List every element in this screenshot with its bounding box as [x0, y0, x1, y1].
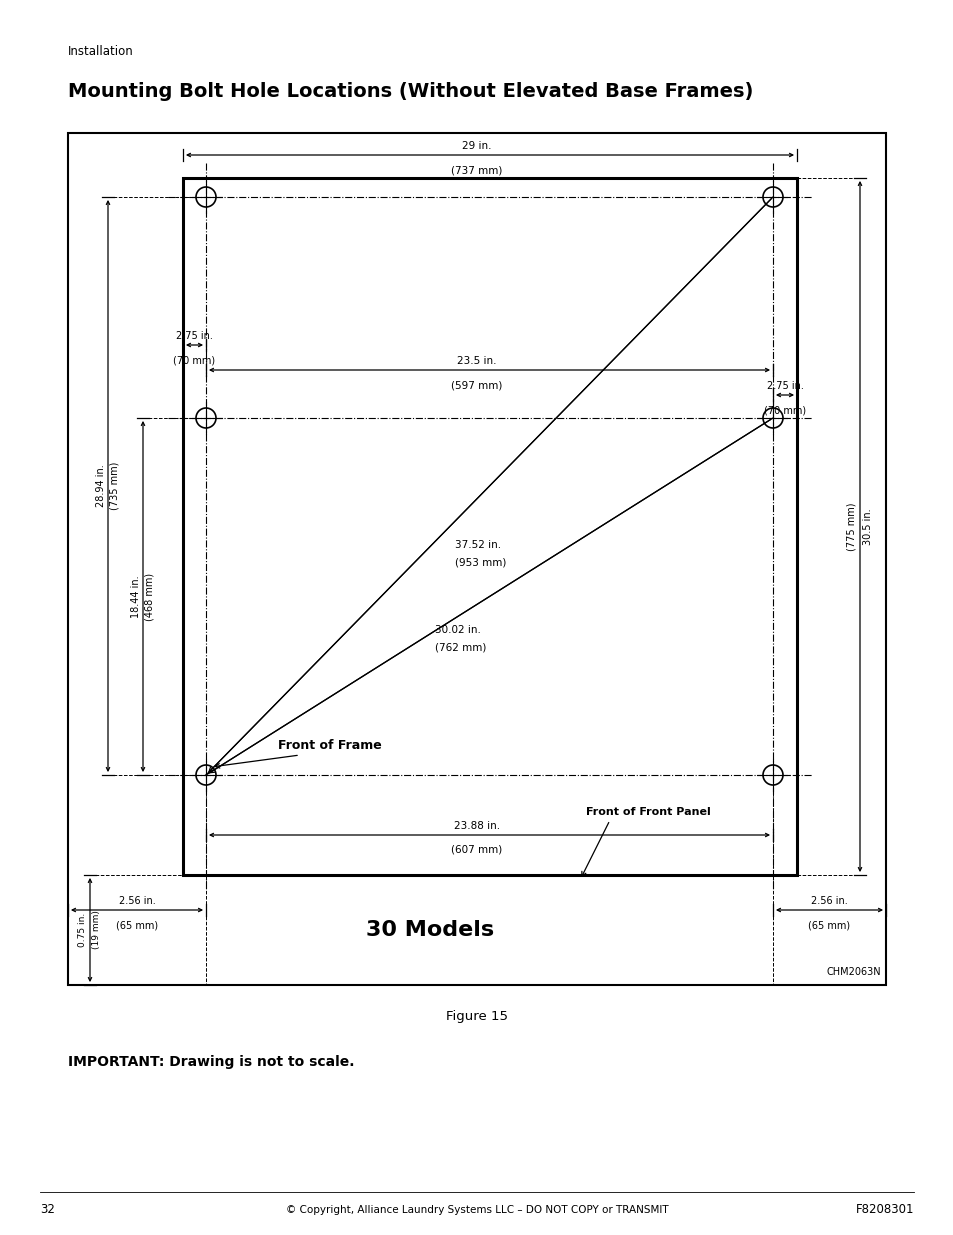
Text: 30 Models: 30 Models — [366, 920, 494, 940]
Text: IMPORTANT: Drawing is not to scale.: IMPORTANT: Drawing is not to scale. — [68, 1055, 355, 1070]
Text: (953 mm): (953 mm) — [455, 557, 506, 567]
Text: F8208301: F8208301 — [855, 1203, 913, 1216]
Text: 37.52 in.: 37.52 in. — [455, 540, 500, 550]
Text: 23.88 in.: 23.88 in. — [454, 821, 499, 831]
Text: 2.56 in.: 2.56 in. — [118, 897, 155, 906]
Text: Mounting Bolt Hole Locations (Without Elevated Base Frames): Mounting Bolt Hole Locations (Without El… — [68, 82, 753, 101]
Text: 28.94 in.: 28.94 in. — [96, 464, 106, 508]
Text: (762 mm): (762 mm) — [435, 642, 486, 652]
Text: (65 mm): (65 mm) — [807, 920, 850, 930]
Text: Figure 15: Figure 15 — [446, 1010, 507, 1023]
Bar — [183, 178, 796, 876]
Text: 2.56 in.: 2.56 in. — [810, 897, 847, 906]
Text: 29 in.: 29 in. — [462, 141, 491, 151]
Text: (70 mm): (70 mm) — [173, 354, 215, 366]
Text: Front of Frame: Front of Frame — [278, 739, 381, 752]
Text: 2.75 in.: 2.75 in. — [766, 382, 802, 391]
Text: (65 mm): (65 mm) — [116, 920, 158, 930]
Text: Installation: Installation — [68, 44, 133, 58]
Text: 30.02 in.: 30.02 in. — [435, 625, 480, 635]
Text: (735 mm): (735 mm) — [110, 462, 120, 510]
Text: 30.5 in.: 30.5 in. — [862, 508, 872, 545]
Text: Front of Front Panel: Front of Front Panel — [585, 806, 710, 818]
Text: (19 mm): (19 mm) — [92, 910, 101, 950]
Bar — [68, 133, 885, 986]
Text: (468 mm): (468 mm) — [145, 573, 154, 620]
Text: (607 mm): (607 mm) — [451, 845, 502, 855]
Text: (775 mm): (775 mm) — [846, 503, 856, 551]
Text: (70 mm): (70 mm) — [763, 405, 805, 415]
Text: (597 mm): (597 mm) — [451, 380, 502, 390]
Text: 18.44 in.: 18.44 in. — [131, 576, 141, 618]
Text: 0.75 in.: 0.75 in. — [78, 913, 88, 947]
Text: (737 mm): (737 mm) — [451, 165, 502, 175]
Text: 32: 32 — [40, 1203, 55, 1216]
Text: 2.75 in.: 2.75 in. — [176, 331, 213, 341]
Text: CHM2063N: CHM2063N — [825, 967, 880, 977]
Text: 23.5 in.: 23.5 in. — [456, 356, 497, 366]
Text: © Copyright, Alliance Laundry Systems LLC – DO NOT COPY or TRANSMIT: © Copyright, Alliance Laundry Systems LL… — [285, 1205, 668, 1215]
